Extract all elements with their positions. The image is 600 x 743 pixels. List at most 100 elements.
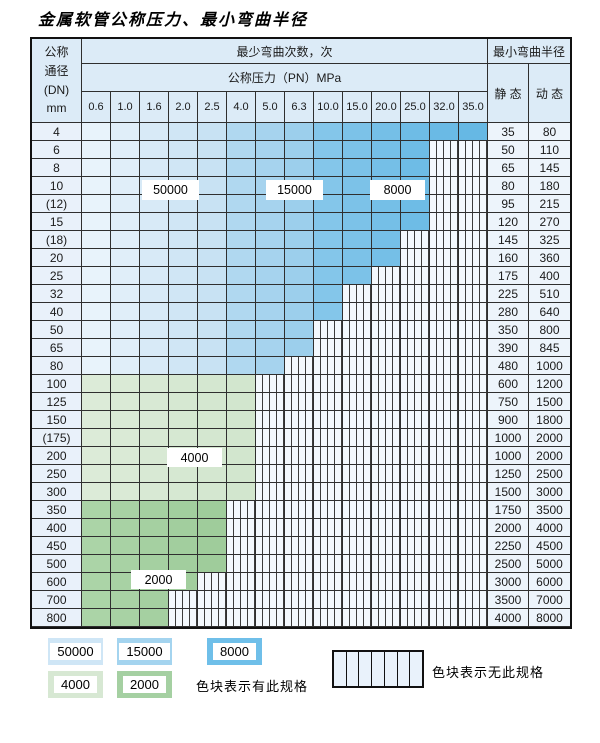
spec-cell [111, 231, 140, 249]
static-radius-cell: 480 [488, 357, 529, 375]
no-spec-cell [430, 321, 459, 339]
spec-cell [343, 177, 372, 195]
table-row: 6 50 110 [32, 141, 570, 159]
spec-cell [227, 411, 256, 429]
no-spec-cell [430, 249, 459, 267]
dn-cell: 400 [32, 519, 82, 537]
dynamic-radius-cell: 7000 [529, 591, 570, 609]
no-spec-cell [459, 195, 488, 213]
spec-cell [343, 213, 372, 231]
no-spec-cell [285, 501, 314, 519]
spec-cell [82, 123, 111, 141]
dynamic-radius-cell: 6000 [529, 573, 570, 591]
no-spec-cell [401, 249, 430, 267]
spec-cell [169, 357, 198, 375]
table-body: 4 35 80 6 50 110 8 65 145 10 80 180 (12) 95 215 15 120 27… [32, 123, 570, 627]
table-row: 8 65 145 [32, 159, 570, 177]
no-spec-cell [256, 609, 285, 627]
no-spec-cell [430, 213, 459, 231]
dynamic-radius-cell: 5000 [529, 555, 570, 573]
no-spec-cell [401, 339, 430, 357]
spec-cell [111, 303, 140, 321]
spec-cell [111, 159, 140, 177]
spec-cell [169, 267, 198, 285]
no-spec-cell [256, 573, 285, 591]
no-spec-cell [430, 501, 459, 519]
spec-cell [82, 591, 111, 609]
dynamic-radius-cell: 360 [529, 249, 570, 267]
table-row: 350 1750 3500 [32, 501, 570, 519]
page-title: 金属软管公称压力、最小弯曲半径 [38, 10, 309, 29]
static-radius-cell: 1000 [488, 447, 529, 465]
no-spec-cell [256, 465, 285, 483]
spec-cell [227, 447, 256, 465]
spec-cell [372, 141, 401, 159]
no-spec-cell [401, 519, 430, 537]
table-row: 600 3000 6000 [32, 573, 570, 591]
dynamic-radius-cell: 4500 [529, 537, 570, 555]
no-spec-cell [372, 285, 401, 303]
static-radius-cell: 350 [488, 321, 529, 339]
no-spec-cell [459, 429, 488, 447]
spec-cell [256, 249, 285, 267]
dn-cell: 500 [32, 555, 82, 573]
static-radius-cell: 3500 [488, 591, 529, 609]
table-row: 65 390 845 [32, 339, 570, 357]
no-spec-cell [430, 393, 459, 411]
no-spec-cell [372, 537, 401, 555]
spec-cell [314, 267, 343, 285]
spec-cell [111, 267, 140, 285]
header-pressure-value: 5.0 [256, 92, 285, 123]
static-radius-cell: 50 [488, 141, 529, 159]
spec-cell [198, 339, 227, 357]
no-spec-cell [459, 465, 488, 483]
dn-cell: 700 [32, 591, 82, 609]
spec-cell [82, 195, 111, 213]
spec-cell [198, 411, 227, 429]
no-spec-cell [314, 465, 343, 483]
no-spec-cell [430, 429, 459, 447]
header-pressure-value: 6.3 [285, 92, 314, 123]
no-spec-cell [372, 375, 401, 393]
spec-cell [198, 483, 227, 501]
spec-cell [169, 393, 198, 411]
spec-cell [227, 213, 256, 231]
spec-cell [140, 483, 169, 501]
spec-cell [169, 159, 198, 177]
spec-cell [169, 375, 198, 393]
table-row: 32 225 510 [32, 285, 570, 303]
spec-cell [227, 375, 256, 393]
spec-cell [459, 123, 488, 141]
static-radius-cell: 145 [488, 231, 529, 249]
no-spec-cell [256, 519, 285, 537]
spec-cell [169, 123, 198, 141]
spec-cell [343, 249, 372, 267]
no-spec-cell [430, 267, 459, 285]
no-spec-cell [401, 609, 430, 627]
no-spec-cell [430, 519, 459, 537]
spec-cell [227, 483, 256, 501]
no-spec-cell [343, 537, 372, 555]
spec-cell [198, 249, 227, 267]
spec-cell [227, 465, 256, 483]
spec-cell [285, 213, 314, 231]
no-spec-cell [314, 357, 343, 375]
static-radius-cell: 1500 [488, 483, 529, 501]
spec-cell [227, 429, 256, 447]
no-spec-cell [314, 375, 343, 393]
no-spec-cell [169, 609, 198, 627]
dynamic-radius-cell: 1000 [529, 357, 570, 375]
no-spec-cell [343, 339, 372, 357]
dn-cell: 800 [32, 609, 82, 627]
spec-cell [285, 339, 314, 357]
spec-cell [285, 123, 314, 141]
spec-cell [169, 429, 198, 447]
dn-cell: (175) [32, 429, 82, 447]
dynamic-radius-cell: 845 [529, 339, 570, 357]
no-spec-cell [401, 357, 430, 375]
spec-cell [256, 159, 285, 177]
dn-cell: 10 [32, 177, 82, 195]
dn-cell: 15 [32, 213, 82, 231]
dn-cell: 6 [32, 141, 82, 159]
header-min-bend-radius: 最小弯曲半径 [488, 39, 570, 64]
